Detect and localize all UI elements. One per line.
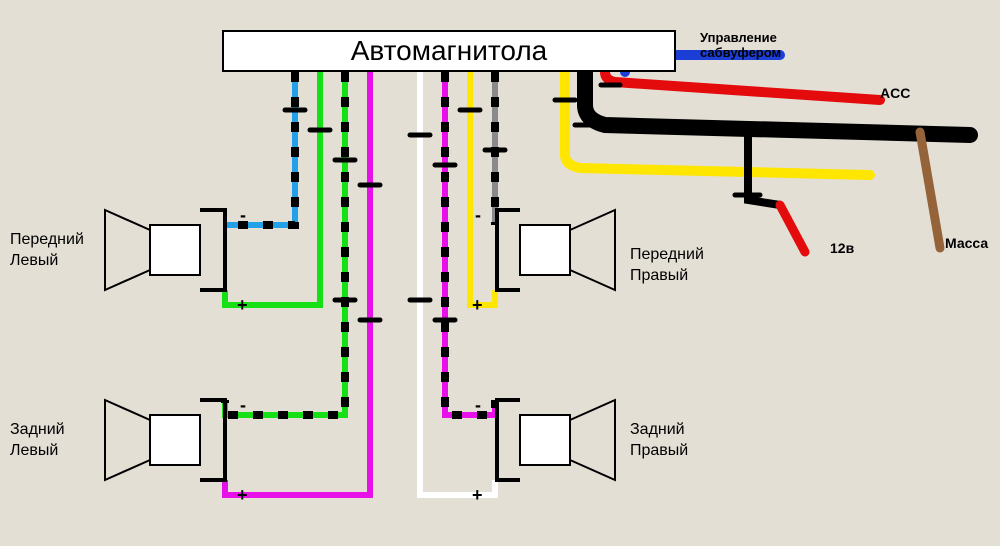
label-rl: Задний Левый (10, 420, 65, 462)
pol-fl-minus: - (240, 205, 246, 226)
label-12v: 12в (830, 240, 854, 256)
speaker-fl (105, 208, 227, 292)
pol-rr-minus: - (475, 395, 481, 416)
label-sub: Управление сабвуфером (700, 30, 781, 60)
wiring-diagram (0, 0, 1000, 546)
label-acc: ACC (880, 85, 910, 101)
pol-fr-plus: + (472, 295, 483, 316)
pol-fr-minus: - (475, 205, 481, 226)
pol-rl-minus: - (240, 395, 246, 416)
radio-box: Автомагнитола (222, 30, 676, 72)
speaker-rr (495, 398, 615, 482)
speaker-fr (495, 208, 615, 292)
radio-title: Автомагнитола (351, 35, 548, 67)
pol-rl-plus: + (237, 485, 248, 506)
label-fr: Передний Правый (630, 245, 704, 287)
speaker-rl (105, 398, 227, 482)
pol-fl-plus: + (237, 295, 248, 316)
label-fl: Передний Левый (10, 230, 84, 272)
pol-rr-plus: + (472, 485, 483, 506)
label-mass: Масса (945, 235, 988, 251)
label-rr: Задний Правый (630, 420, 688, 462)
